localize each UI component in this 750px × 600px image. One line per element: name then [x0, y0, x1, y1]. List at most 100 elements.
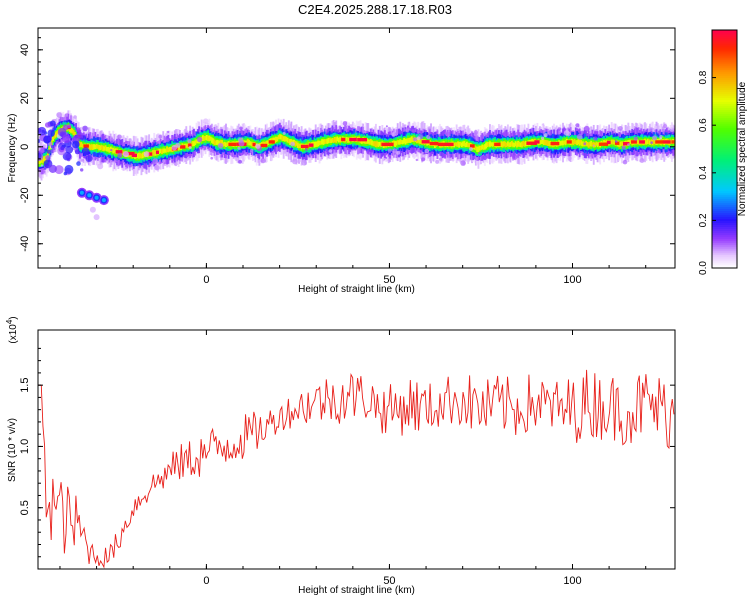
colorbar-segment: [712, 119, 737, 122]
colorbar-segment: [712, 147, 737, 150]
colorbar-segment: [712, 164, 737, 168]
heatmap-cell: [394, 141, 397, 147]
heatmap-cell: [209, 136, 212, 141]
heatmap-cell: [596, 142, 599, 148]
heatmap-cell: [409, 137, 412, 143]
colorbar-segment: [712, 170, 737, 174]
heatmap-cell: [285, 136, 288, 142]
colorbar-segment: [712, 91, 737, 95]
heatmap-cell: [153, 150, 156, 156]
heatmap-cell: [459, 141, 462, 146]
heatmap-speckle: [387, 148, 392, 153]
heatmap-speckle: [328, 149, 333, 153]
y-tick-label: -40: [19, 236, 31, 252]
heatmap-speckle: [255, 143, 261, 149]
colorbar-segment: [712, 200, 737, 204]
colorbar-segment: [712, 234, 737, 237]
heatmap-cell: [140, 153, 143, 159]
heatmap-cell: [562, 140, 564, 146]
heatmap-cell: [523, 141, 526, 147]
heatmap-speckle: [44, 122, 51, 128]
heatmap-cell: [532, 139, 535, 144]
colorbar-segment: [712, 166, 737, 170]
x-tick-label: 0: [203, 274, 209, 286]
heatmap-cell: [53, 133, 56, 139]
heatmap-cell: [377, 141, 380, 148]
heatmap-cell: [521, 141, 523, 148]
heatmap-speckle: [292, 158, 298, 165]
heatmap-cell: [194, 140, 197, 145]
spectrogram-heatmap: [38, 110, 675, 221]
heatmap-cell: [590, 140, 593, 147]
secondary-blob: [79, 190, 84, 195]
heatmap-speckle: [158, 134, 163, 139]
heatmap-cell: [105, 147, 108, 152]
heatmap-cell: [486, 141, 489, 148]
heatmap-cell: [286, 137, 289, 143]
heatmap-speckle: [392, 148, 398, 154]
heatmap-cell: [337, 137, 340, 143]
x-tick-label: 50: [383, 274, 395, 286]
heatmap-speckle: [109, 138, 115, 144]
heatmap-speckle: [260, 158, 266, 164]
heatmap-cell: [637, 140, 640, 145]
heatmap-cell: [483, 144, 486, 150]
heatmap-cell: [71, 128, 74, 134]
colorbar-segment: [712, 35, 737, 39]
colorbar-segment: [712, 137, 737, 140]
heatmap-cell: [266, 140, 268, 146]
heatmap-speckle: [82, 125, 88, 132]
heatmap-speckle: [61, 134, 71, 144]
heatmap-speckle: [65, 145, 74, 154]
heatmap-cell: [572, 139, 575, 146]
heatmap-cell: [161, 149, 163, 155]
heatmap-peak: [421, 140, 430, 144]
heatmap-speckle: [305, 148, 308, 151]
heatmap-cell: [222, 142, 225, 147]
heatmap-speckle: [188, 146, 192, 149]
colorbar-segment: [712, 216, 737, 220]
heatmap-cell: [313, 141, 316, 148]
colorbar-tick-label: 0.8: [698, 70, 709, 84]
y-tick-label: 1.0: [19, 439, 31, 454]
heatmap-cell: [407, 138, 409, 143]
heatmap-cell: [216, 139, 218, 145]
heatmap-speckle: [652, 135, 658, 141]
heatmap-cell: [295, 141, 298, 146]
heatmap-speckle: [72, 140, 80, 149]
heatmap-cell: [490, 142, 493, 147]
heatmap-cell: [330, 138, 333, 143]
heatmap-speckle: [622, 159, 628, 165]
heatmap-cell: [476, 146, 479, 153]
heatmap-cell: [95, 143, 98, 149]
heatmap-speckle: [210, 156, 213, 160]
heatmap-cell: [70, 128, 72, 133]
colorbar-segment: [712, 109, 737, 112]
heatmap-speckle: [81, 158, 84, 162]
heatmap-cell: [613, 140, 616, 145]
heatmap-speckle: [40, 164, 44, 167]
heatmap-cell: [395, 141, 398, 146]
colorbar: 0.0 0.2 0.4 0.6 0.8 Normalized spectral ampli…: [698, 29, 748, 275]
x-tick-label: 100: [563, 274, 581, 286]
y-tick-label: -20: [19, 187, 31, 203]
heatmap-cell: [99, 145, 102, 151]
heatmap-cell: [186, 143, 189, 149]
heatmap-cell: [102, 145, 104, 152]
colorbar-segment: [712, 206, 737, 210]
colorbar-segment: [712, 67, 737, 71]
heatmap-cell: [314, 141, 317, 147]
heatmap-speckle: [238, 140, 245, 147]
heatmap-cell: [221, 140, 224, 146]
colorbar-segment: [712, 250, 737, 253]
colorbar-frame: [711, 29, 738, 269]
heatmap-speckle: [405, 128, 410, 133]
heatmap-speckle: [435, 159, 440, 164]
heatmap-speckle: [229, 132, 233, 136]
heatmap-cell: [104, 145, 107, 151]
colorbar-segment: [712, 220, 737, 223]
colorbar-segment: [712, 129, 737, 132]
heatmap-speckle: [187, 139, 192, 143]
heatmap-peak: [429, 141, 439, 146]
secondary-blob: [94, 195, 99, 200]
